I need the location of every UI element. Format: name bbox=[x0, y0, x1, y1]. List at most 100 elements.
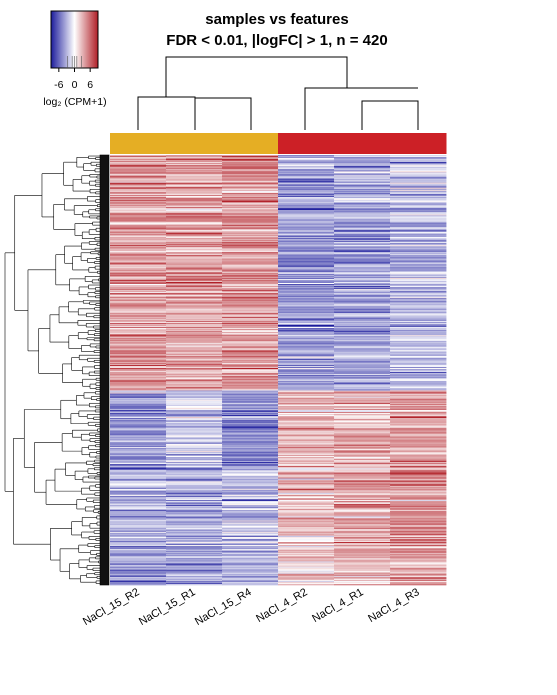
heatmap-cell bbox=[222, 244, 279, 246]
heatmap-cell bbox=[166, 378, 223, 380]
heatmap-cell bbox=[166, 407, 223, 410]
heatmap-cell bbox=[390, 472, 447, 474]
heatmap-cell bbox=[390, 260, 447, 262]
heatmap-cell bbox=[334, 280, 391, 283]
heatmap-cell bbox=[334, 486, 391, 489]
heatmap-cell bbox=[110, 299, 167, 301]
heatmap-cell bbox=[166, 389, 223, 391]
heatmap-cell bbox=[334, 384, 391, 386]
heatmap-cell bbox=[390, 436, 447, 438]
heatmap-cell bbox=[390, 411, 447, 414]
heatmap-cell bbox=[390, 175, 447, 177]
heatmap-cell bbox=[390, 263, 447, 265]
heatmap-cell bbox=[278, 198, 335, 200]
heatmap-cell bbox=[222, 396, 279, 398]
heatmap-cell bbox=[334, 425, 391, 427]
heatmap-cell bbox=[334, 484, 391, 487]
heatmap-cell bbox=[334, 178, 391, 180]
heatmap-cell bbox=[222, 315, 279, 318]
heatmap-cell bbox=[278, 163, 335, 165]
heatmap-cell bbox=[222, 371, 279, 373]
heatmap-cell bbox=[110, 349, 167, 351]
heatmap-cell bbox=[110, 478, 167, 480]
heatmap-cell bbox=[110, 211, 167, 213]
heatmap-cell bbox=[334, 287, 391, 289]
heatmap-cell bbox=[110, 357, 167, 360]
heatmap-cell bbox=[390, 330, 447, 332]
heatmap-cell bbox=[222, 358, 279, 361]
heatmap-cell bbox=[110, 485, 167, 488]
heatmap-cell bbox=[278, 442, 335, 445]
heatmap-cell bbox=[334, 399, 391, 402]
heatmap-cell bbox=[334, 241, 391, 243]
heatmap-cell bbox=[278, 333, 335, 335]
heatmap-cell bbox=[390, 176, 447, 178]
heatmap-cell bbox=[222, 383, 279, 385]
heatmap-cell bbox=[390, 395, 447, 397]
heatmap-cell bbox=[166, 528, 223, 531]
heatmap-cell bbox=[222, 582, 279, 585]
heatmap-cell bbox=[110, 356, 167, 359]
heatmap-cell bbox=[278, 433, 335, 435]
heatmap-cell bbox=[222, 310, 279, 312]
heatmap-cell bbox=[390, 546, 447, 548]
heatmap-cell bbox=[222, 331, 279, 333]
heatmap-cell bbox=[222, 552, 279, 554]
heatmap-cell bbox=[390, 318, 447, 321]
heatmap-cell bbox=[390, 363, 447, 366]
heatmap-cell bbox=[110, 440, 167, 443]
heatmap-cell bbox=[334, 366, 391, 369]
heatmap-cell bbox=[110, 166, 167, 168]
sample-group-cell bbox=[334, 133, 391, 154]
heatmap-cell bbox=[110, 297, 167, 299]
heatmap-cell bbox=[278, 340, 335, 342]
heatmap-cell bbox=[334, 220, 391, 222]
heatmap-cell bbox=[334, 188, 391, 191]
heatmap-cell bbox=[390, 168, 447, 170]
heatmap-cell bbox=[334, 476, 391, 478]
heatmap-cell bbox=[166, 217, 223, 219]
heatmap-cell bbox=[278, 364, 335, 367]
heatmap-cell bbox=[166, 567, 223, 569]
heatmap-cell bbox=[334, 294, 391, 296]
heatmap-cell bbox=[390, 381, 447, 383]
heatmap-cell bbox=[390, 364, 447, 367]
col-label: NaCl_15_R1 bbox=[137, 586, 198, 628]
heatmap-cell bbox=[334, 536, 391, 539]
heatmap-cell bbox=[222, 350, 279, 352]
heatmap-cell bbox=[222, 487, 279, 490]
heatmap-cell bbox=[334, 359, 391, 362]
heatmap-cell bbox=[222, 277, 279, 280]
heatmap-cell bbox=[278, 449, 335, 452]
heatmap-cell bbox=[278, 224, 335, 226]
heatmap-cell bbox=[222, 316, 279, 319]
heatmap-cell bbox=[222, 246, 279, 248]
heatmap-cell bbox=[334, 473, 391, 475]
heatmap-cell bbox=[390, 280, 447, 283]
heatmap-cell bbox=[334, 370, 391, 372]
heatmap-cell bbox=[222, 168, 279, 170]
heatmap-cell bbox=[110, 403, 167, 406]
heatmap-cell bbox=[110, 274, 167, 277]
heatmap-cell bbox=[110, 405, 167, 408]
heatmap-cell bbox=[334, 353, 391, 355]
heatmap-cell bbox=[222, 365, 279, 368]
heatmap-cell bbox=[222, 234, 279, 237]
heatmap-cell bbox=[222, 400, 279, 403]
heatmap-cell bbox=[222, 337, 279, 339]
heatmap-cell bbox=[390, 464, 447, 466]
heatmap-cell bbox=[166, 409, 223, 412]
heatmap-cell bbox=[334, 306, 391, 308]
heatmap-cell bbox=[166, 529, 223, 532]
heatmap-cell bbox=[166, 336, 223, 338]
heatmap-cell bbox=[110, 379, 167, 381]
heatmap-cell bbox=[390, 375, 447, 377]
heatmap-cell bbox=[334, 528, 391, 531]
heatmap-cell bbox=[166, 517, 223, 519]
heatmap-cell bbox=[390, 383, 447, 385]
heatmap-cell bbox=[110, 256, 167, 258]
heatmap-cell bbox=[278, 573, 335, 576]
heatmap-cell bbox=[278, 410, 335, 413]
heatmap-cell bbox=[222, 250, 279, 252]
heatmap-cell bbox=[222, 205, 279, 207]
